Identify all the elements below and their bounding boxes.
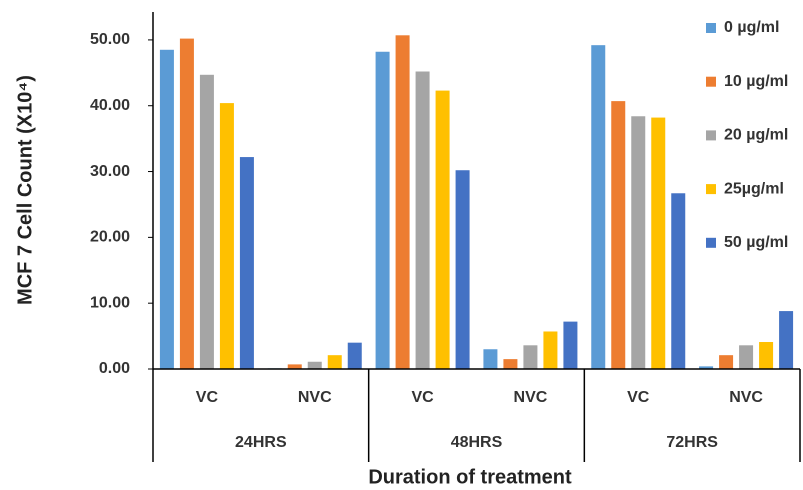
- bar: [307, 361, 322, 369]
- legend-label: 0 µg/ml: [724, 19, 779, 36]
- legend-label: 20 µg/ml: [724, 127, 788, 144]
- y-axis-title: MCF 7 Cell Count (X10⁴): [14, 75, 36, 305]
- bar: [239, 157, 254, 369]
- legend-swatch: [706, 23, 716, 33]
- group-label: 48HRS: [451, 434, 503, 451]
- bar: [671, 193, 686, 369]
- bar: [327, 355, 342, 369]
- bar: [219, 103, 234, 369]
- bar: [591, 45, 606, 369]
- bar: [739, 345, 754, 369]
- y-tick-label: 20.00: [90, 229, 130, 246]
- x-tick-label: NVC: [729, 389, 763, 406]
- bar: [631, 116, 646, 369]
- x-tick-label: NVC: [514, 389, 548, 406]
- bar: [287, 364, 302, 369]
- bar: [199, 74, 214, 369]
- legend-swatch: [706, 237, 716, 248]
- bar: [455, 170, 470, 369]
- bar: [375, 51, 390, 370]
- bar: [395, 35, 410, 369]
- x-axis-title: Duration of treatment: [368, 466, 572, 488]
- bar: [435, 90, 450, 370]
- group-label: 24HRS: [235, 434, 287, 451]
- x-tick-label: NVC: [298, 389, 332, 406]
- bar: [415, 71, 430, 369]
- x-tick-label: VC: [196, 389, 219, 406]
- group-label: 72HRS: [666, 434, 718, 451]
- legend-label: 10 µg/ml: [724, 73, 788, 90]
- bar: [651, 117, 666, 369]
- bar: [503, 359, 518, 369]
- x-tick-label: VC: [627, 389, 650, 406]
- legend-swatch: [706, 130, 716, 141]
- bar: [483, 349, 498, 369]
- legend-swatch: [706, 184, 716, 195]
- bar: [759, 342, 774, 369]
- legend-label: 25µg/ml: [724, 180, 784, 197]
- legend-label: 50 µg/ml: [724, 234, 788, 251]
- bar: [347, 342, 362, 369]
- y-tick-label: 50.00: [90, 31, 130, 48]
- y-tick-label: 40.00: [90, 97, 130, 114]
- bar: [563, 321, 578, 369]
- y-tick-label: 0.00: [99, 360, 130, 377]
- x-tick-label: VC: [411, 389, 434, 406]
- bar: [699, 366, 714, 369]
- bar: [159, 49, 174, 369]
- bar: [179, 38, 194, 370]
- bar: [543, 331, 558, 369]
- bar: [523, 345, 538, 369]
- bar: [719, 355, 734, 369]
- bar: [779, 311, 794, 369]
- y-tick-label: 30.00: [90, 163, 130, 180]
- legend-swatch: [706, 76, 716, 87]
- bar: [611, 101, 626, 370]
- y-tick-label: 10.00: [90, 294, 130, 311]
